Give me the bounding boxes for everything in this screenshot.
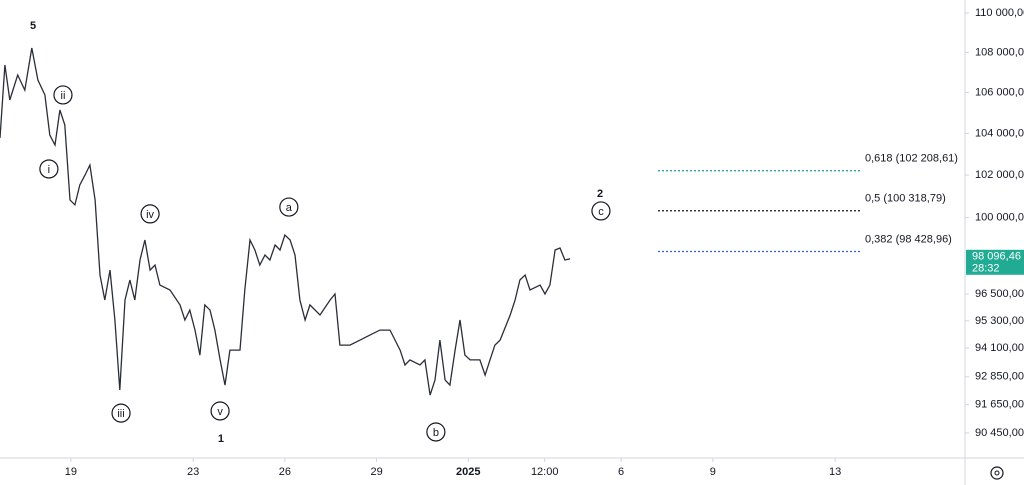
settings-button[interactable] — [990, 466, 1004, 480]
wave-circle — [53, 85, 73, 105]
wave-label: iv — [146, 209, 154, 221]
y-tick-label: 90 450,00 — [975, 427, 1024, 439]
x-tick-label: 29 — [370, 466, 382, 478]
wave-circle — [426, 422, 446, 442]
wave-label: 1 — [218, 433, 224, 445]
y-tick-label: 96 500,00 — [975, 288, 1024, 300]
wave-circle — [210, 401, 230, 421]
fib-level-label: 0,5 (100 318,79) — [865, 193, 946, 205]
wave-label: 2 — [597, 188, 603, 200]
y-tick-label: 92 850,00 — [975, 371, 1024, 383]
countdown-label: 28:32 — [972, 263, 1000, 275]
wave-label: b — [433, 427, 439, 439]
y-tick-label: 106 000,00 — [975, 86, 1024, 98]
wave-circle — [111, 403, 131, 423]
y-tick-label: 94 100,00 — [975, 342, 1024, 354]
y-tick-label: 110 000,00 — [975, 7, 1024, 19]
wave-circle — [140, 204, 160, 224]
y-tick-label: 108 000,00 — [975, 46, 1024, 58]
x-tick-label: 9 — [710, 466, 716, 478]
wave-label: v — [217, 406, 223, 418]
x-tick-label: 23 — [187, 466, 199, 478]
wave-label: 5 — [30, 20, 36, 32]
last-price-label: 98 096,46 — [972, 251, 1021, 263]
x-tick-label: 12:00 — [531, 466, 559, 478]
wave-label: a — [286, 202, 293, 214]
wave-circle — [279, 197, 299, 217]
y-tick-label: 95 300,00 — [975, 315, 1024, 327]
y-tick-label: 104 000,00 — [975, 127, 1024, 139]
y-tick-label: 102 000,00 — [975, 169, 1024, 181]
y-tick-label: 91 650,00 — [975, 399, 1024, 411]
last-price-box — [966, 249, 1024, 275]
wave-label: iii — [117, 408, 124, 420]
wave-label: i — [48, 164, 50, 176]
wave-circle — [591, 201, 611, 221]
x-tick-label: 6 — [618, 466, 624, 478]
x-tick-label: 13 — [829, 466, 841, 478]
x-tick-label: 26 — [279, 466, 291, 478]
fib-level-label: 0,618 (102 208,61) — [865, 153, 958, 165]
price-line — [0, 47, 571, 396]
fib-level-label: 0,382 (98 428,96) — [865, 233, 952, 245]
x-tick-label: 19 — [65, 466, 77, 478]
x-tick-label: 2025 — [456, 466, 480, 478]
wave-circle — [39, 159, 59, 179]
wave-label: ii — [61, 90, 66, 102]
wave-label: c — [598, 206, 604, 218]
y-tick-label: 100 000,00 — [975, 211, 1024, 223]
settings-icon[interactable] — [990, 466, 1004, 480]
settings-icon-core[interactable] — [994, 470, 1000, 476]
